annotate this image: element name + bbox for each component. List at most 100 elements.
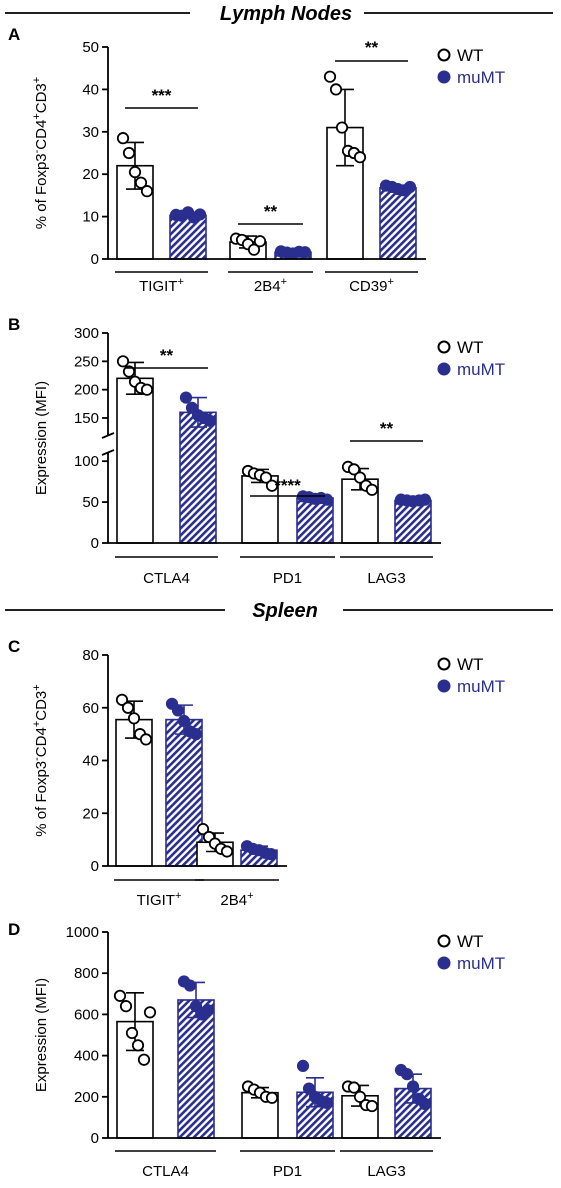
- legend-mumt-marker: [437, 956, 451, 970]
- y-tick-label: 800: [74, 965, 99, 982]
- y-tick-label: 200: [74, 382, 99, 399]
- y-tick-label: 60: [82, 700, 99, 717]
- wt-data-point: [347, 463, 361, 476]
- mumt-data-point: [298, 246, 312, 259]
- category-label: 2B4+: [254, 276, 287, 295]
- legend-wt-marker: [437, 48, 451, 62]
- section-title-lymph-nodes: Lymph Nodes: [220, 3, 352, 25]
- category-label: LAG3: [367, 1163, 405, 1180]
- wt-data-point: [247, 243, 261, 256]
- wt-data-point: [143, 1006, 157, 1019]
- legend-mumt-label: muMT: [457, 360, 505, 379]
- wt-data-point: [122, 365, 136, 378]
- y-tick-label: 1000: [66, 924, 99, 941]
- wt-data-point: [259, 471, 273, 484]
- mumt-data-point: [189, 1000, 203, 1013]
- significance-stars: **: [365, 38, 379, 57]
- legend-mumt-marker: [437, 679, 451, 693]
- wt-data-point: [365, 483, 379, 496]
- wt-data-point: [131, 1039, 145, 1052]
- y-tick-label: 0: [91, 1130, 99, 1147]
- mumt-data-point: [302, 1082, 316, 1095]
- wt-bar-ctla4: [116, 377, 154, 544]
- wt-data-point: [116, 355, 130, 368]
- mumt-data-point: [264, 848, 278, 861]
- y-tick-label: 0: [91, 535, 99, 552]
- category-label: CTLA4: [143, 570, 190, 587]
- mumt-bar-tigit: [165, 718, 203, 867]
- legend-mumt-label: muMT: [457, 68, 505, 87]
- mumt-bar-ctla4: [177, 999, 215, 1139]
- legend-wt-label: WT: [457, 46, 483, 65]
- y-axis-label: Expression (MFI): [33, 978, 50, 1092]
- y-tick-label: 300: [74, 325, 99, 342]
- mumt-data-point: [193, 208, 207, 221]
- y-tick-label: 20: [82, 166, 99, 183]
- y-tick-label: 0: [91, 251, 99, 268]
- y-tick-label: 0: [91, 858, 99, 875]
- panel-letter: B: [8, 315, 20, 334]
- legend-wt-label: WT: [457, 655, 483, 674]
- y-tick-label: 50: [82, 494, 99, 511]
- wt-data-point: [265, 479, 279, 492]
- mumt-data-point: [320, 493, 334, 506]
- y-tick-label: 30: [82, 124, 99, 141]
- wt-data-point: [353, 471, 367, 484]
- significance-stars: **: [160, 346, 174, 365]
- legend-wt-label: WT: [457, 338, 483, 357]
- y-tick-label: 40: [82, 753, 99, 770]
- mumt-data-point: [400, 1068, 414, 1081]
- significance-stars: ***: [152, 86, 172, 105]
- wt-bar-ctla4: [116, 1020, 154, 1139]
- wt-data-point: [265, 1091, 279, 1104]
- wt-data-point: [140, 383, 154, 396]
- legend-mumt-marker: [437, 362, 451, 376]
- y-axis-label: % of Foxp3-CD4+CD3+: [31, 77, 50, 229]
- wt-data-point: [347, 1081, 361, 1094]
- wt-data-point: [119, 1000, 133, 1013]
- mumt-data-point: [418, 1097, 432, 1111]
- mumt-data-point: [418, 493, 432, 506]
- mumt-data-point: [320, 1096, 334, 1110]
- y-axis-label: % of Foxp3-CD4+CD3+: [31, 684, 50, 836]
- legend-wt-marker: [437, 934, 451, 948]
- y-tick-label: 20: [82, 805, 99, 822]
- wt-data-point: [121, 701, 135, 714]
- wt-data-point: [323, 70, 337, 83]
- wt-data-point: [139, 733, 153, 746]
- significance-stars: **: [380, 419, 394, 438]
- panel-letter: A: [8, 25, 20, 44]
- mumt-bar-tigit: [169, 214, 207, 260]
- mumt-data-point: [179, 391, 193, 404]
- y-tick-label: 40: [82, 81, 99, 98]
- wt-data-point: [127, 712, 141, 725]
- legend-mumt-label: muMT: [457, 954, 505, 973]
- category-label: CD39+: [349, 276, 394, 295]
- category-label: PD1: [273, 1163, 302, 1180]
- mumt-data-point: [189, 728, 203, 741]
- legend-wt-label: WT: [457, 932, 483, 951]
- y-tick-label: 80: [82, 647, 99, 664]
- section-title-spleen: Spleen: [252, 600, 318, 622]
- wt-data-point: [122, 146, 136, 160]
- panel-d: D 0 200 400 600 800 1000 Expression (MFI) CTLA4 P…: [8, 920, 505, 1180]
- wt-data-point: [196, 822, 210, 836]
- category-label: CTLA4: [142, 1163, 189, 1180]
- category-label: TIGIT+: [139, 276, 184, 295]
- mumt-data-point: [171, 704, 185, 717]
- panel-letter: C: [8, 637, 20, 656]
- legend-wt-marker: [437, 657, 451, 671]
- legend-wt-marker: [437, 340, 451, 354]
- category-label: PD1: [273, 570, 302, 587]
- legend-mumt-marker: [437, 70, 451, 84]
- legend-mumt-label: muMT: [457, 677, 505, 696]
- mumt-data-point: [203, 414, 217, 427]
- y-tick-label: 50: [82, 39, 99, 56]
- significance-stars: **: [264, 202, 278, 221]
- axis-break-mark: [101, 432, 115, 439]
- mumt-data-point: [296, 1059, 310, 1073]
- mumt-data-point: [183, 979, 197, 992]
- wt-data-point: [220, 845, 234, 858]
